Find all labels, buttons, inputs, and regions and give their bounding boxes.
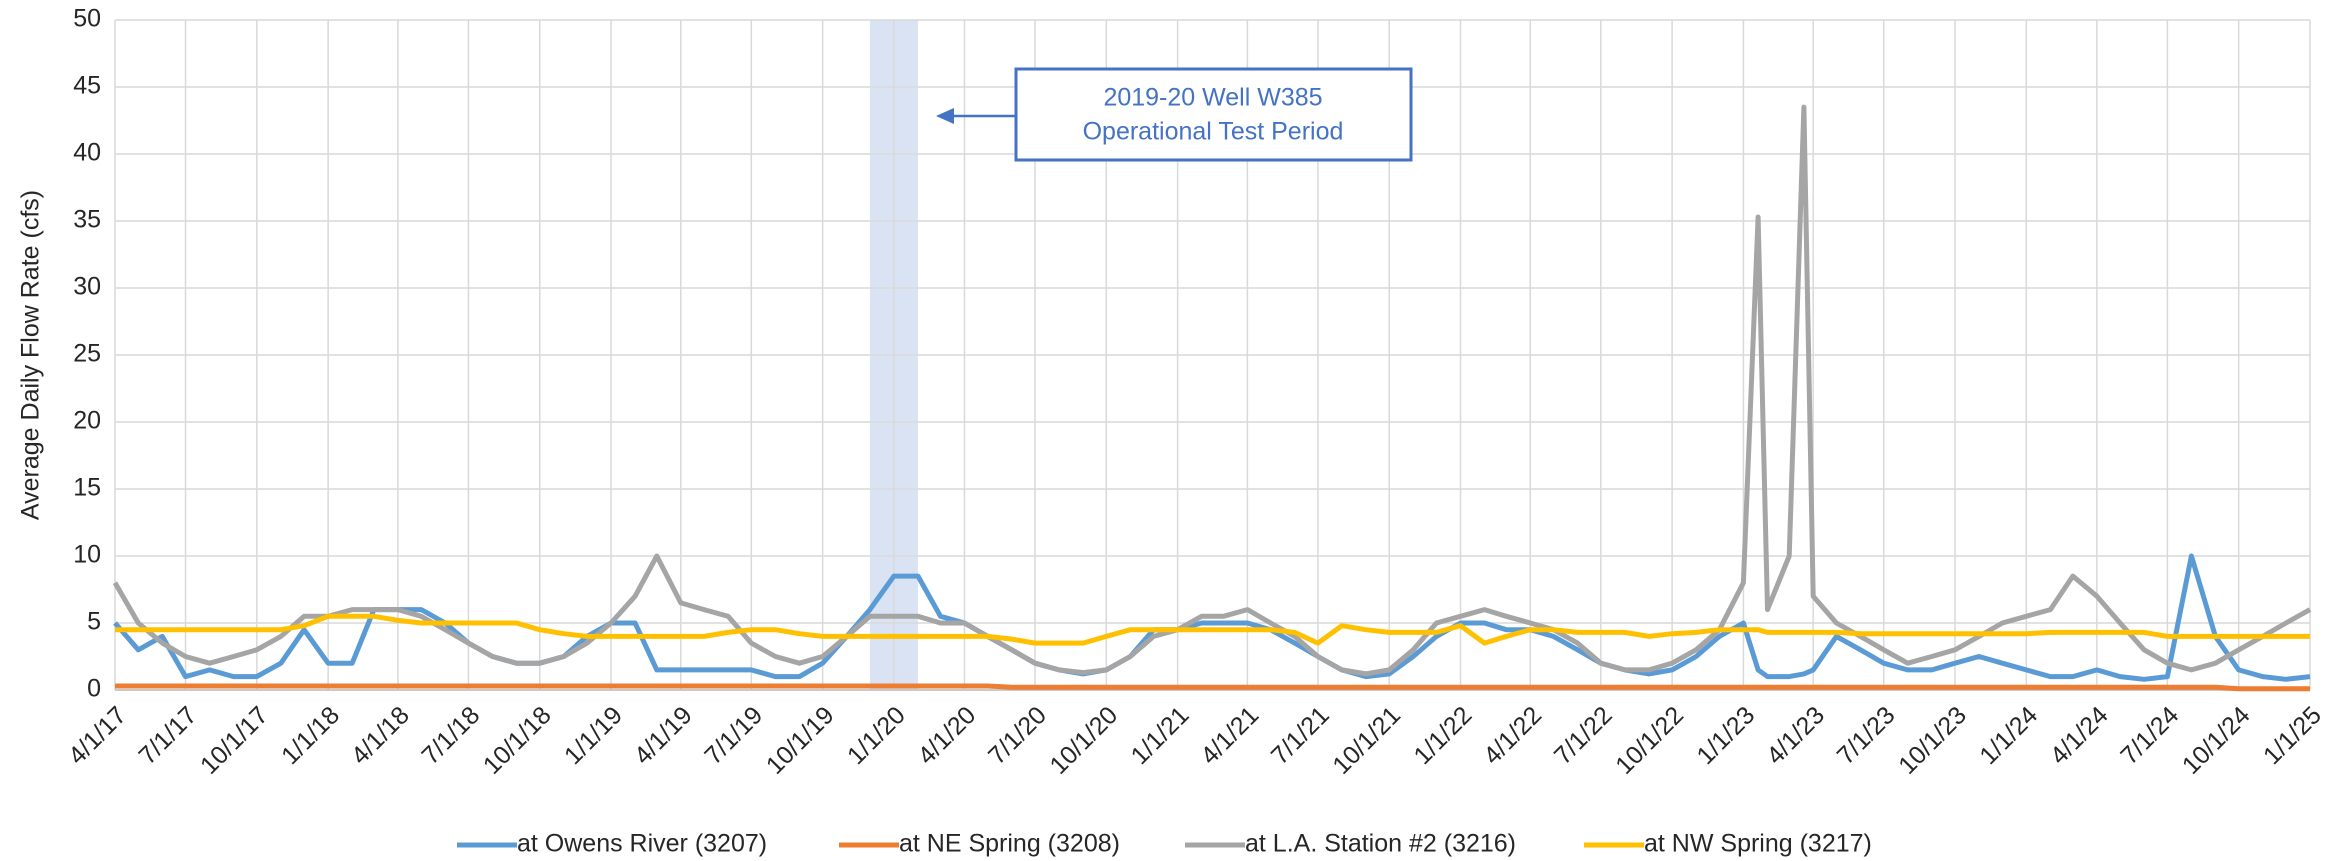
x-tick-label: 1/1/21 [1126,701,1195,770]
y-tick-label: 40 [73,139,101,167]
x-tick-label: 4/1/18 [346,701,415,770]
x-tick-label: 1/1/18 [276,701,345,770]
x-tick-label: 1/1/22 [1408,701,1477,770]
x-tick-label: 7/1/23 [1832,701,1901,770]
y-tick-label: 20 [73,407,101,435]
x-tick-label: 1/1/25 [2258,701,2327,770]
legend-label: at L.A. Station #2 (3216) [1245,830,1516,858]
x-tick-label: 4/1/21 [1195,701,1264,770]
x-tick-label: 10/1/24 [2177,701,2256,780]
x-tick-label: 1/1/19 [559,701,628,770]
x-tick-label: 4/1/17 [63,701,132,770]
series-line [115,683,2310,692]
annotation-arrowhead [935,108,954,124]
x-tick-label: 10/1/18 [478,701,557,780]
annotation-box [1014,67,1413,162]
x-tick-label: 4/1/19 [629,701,698,770]
x-tick-label: 7/1/24 [2115,701,2184,770]
legend-label: at Owens River (3207) [517,830,767,858]
x-tick-label: 7/1/19 [699,701,768,770]
y-tick-label: 0 [87,675,101,703]
y-tick-label: 15 [73,474,101,502]
series-line [115,613,2310,646]
x-tick-label: 4/1/20 [912,701,981,770]
x-tick-label: 10/1/21 [1327,701,1406,780]
annotation-text: 2019-20 Well W385 [1103,84,1322,112]
x-tick-label: 7/1/21 [1266,701,1335,770]
x-tick-label: 4/1/23 [1761,701,1830,770]
x-tick-label: 7/1/17 [133,701,202,770]
x-tick-label: 10/1/23 [1893,701,1972,780]
x-tick-label: 10/1/19 [761,701,840,780]
y-tick-label: 35 [73,206,101,234]
y-tick-label: 50 [73,5,101,33]
x-tick-label: 4/1/24 [2045,701,2114,770]
y-tick-label: 30 [73,273,101,301]
x-tick-label: 1/1/24 [1974,701,2043,770]
y-tick-label: 10 [73,541,101,569]
annotation-text: Operational Test Period [1083,118,1344,146]
y-tick-label: 25 [73,340,101,368]
x-tick-label: 4/1/22 [1478,701,1547,770]
legend-label: at NE Spring (3208) [899,830,1120,858]
x-tick-label: 7/1/20 [983,701,1052,770]
series-line [112,104,2312,677]
y-tick-label: 5 [87,608,101,636]
legend-label: at NW Spring (3217) [1644,830,1872,858]
y-axis-label: Average Daily Flow Rate (cfs) [17,190,45,520]
x-tick-label: 10/1/17 [195,701,274,780]
x-tick-label: 7/1/18 [416,701,485,770]
y-tick-label: 45 [73,72,101,100]
x-tick-label: 1/1/20 [842,701,911,770]
x-tick-label: 1/1/23 [1691,701,1760,770]
x-tick-label: 7/1/22 [1549,701,1618,770]
x-tick-label: 10/1/20 [1044,701,1123,780]
x-tick-label: 10/1/22 [1610,701,1689,780]
